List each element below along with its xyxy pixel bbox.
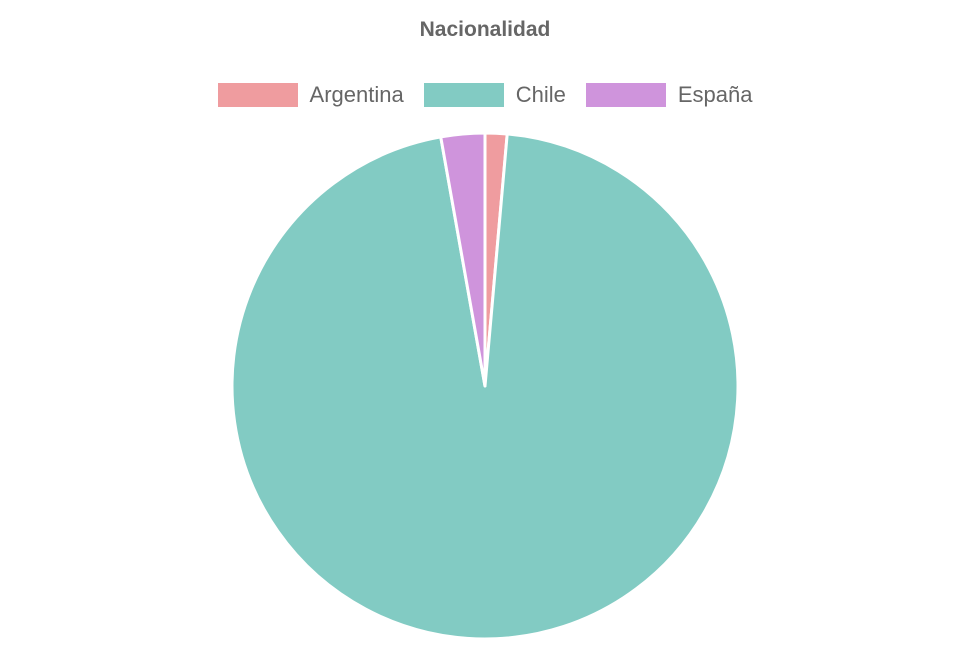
legend-swatch-espana: [585, 83, 666, 107]
legend-label-argentina: Argentina: [309, 82, 404, 107]
legend-swatch-argentina: [217, 83, 298, 107]
legend-label-espana: España: [677, 82, 753, 107]
legend-item-argentina[interactable]: Argentina: [217, 82, 404, 108]
legend-item-chile[interactable]: Chile: [423, 82, 566, 108]
chart-legend: Argentina Chile España: [0, 82, 970, 108]
chart-title: Nacionalidad: [419, 18, 551, 41]
legend-label-chile: Chile: [515, 82, 566, 107]
legend-item-espana[interactable]: España: [585, 82, 753, 108]
pie-slice-espana[interactable]: [439, 131, 487, 388]
legend-swatch-chile: [423, 83, 504, 107]
